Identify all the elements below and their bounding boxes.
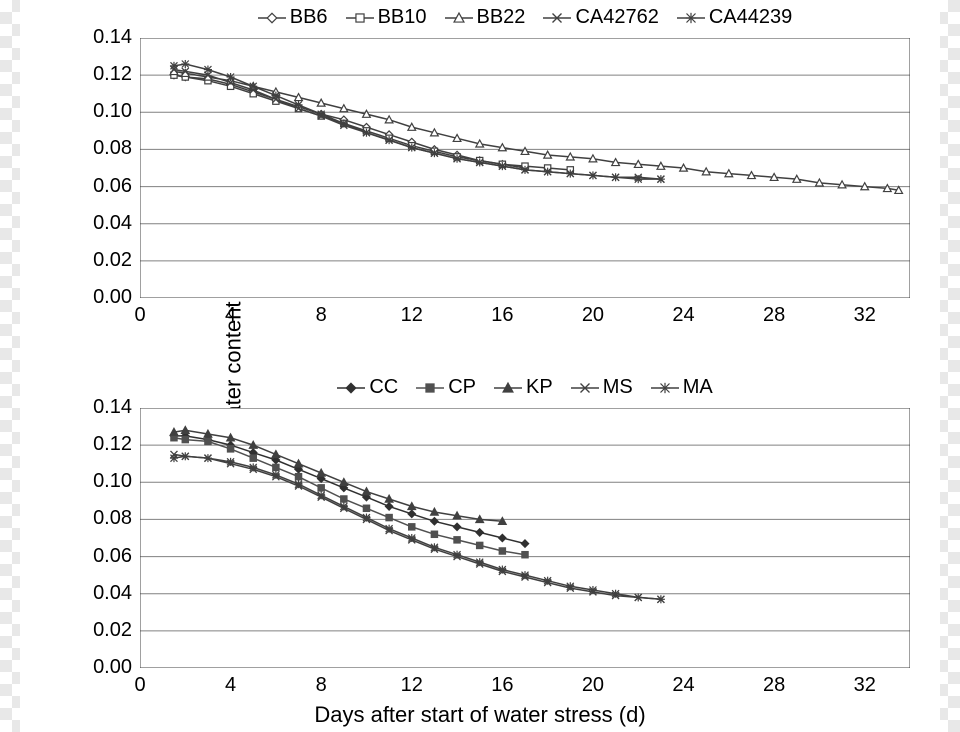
figure-container: Volumetric soil water content (cm³ cm⁻³ … [20, 0, 940, 732]
legend-panel-bottom: CC CP KP MS MA [140, 376, 910, 399]
y-tick-label: 0.14 [72, 26, 132, 49]
legend-item-label: BB6 [290, 6, 328, 29]
y-tick-label: 0.12 [72, 433, 132, 456]
legend-item: MA [651, 376, 713, 399]
x-tick-label: 8 [306, 674, 336, 697]
y-tick-label: 0.04 [72, 212, 132, 235]
y-tick-label: 0.06 [72, 175, 132, 198]
legend-panel-top: BB6 BB10 BB22 CA42762 CA44239 [140, 6, 910, 29]
x-tick-label: 32 [850, 674, 880, 697]
chart-svg [140, 38, 910, 298]
x-tick-label: 32 [850, 304, 880, 327]
x-tick-label: 4 [216, 674, 246, 697]
y-tick-label: 0.10 [72, 470, 132, 493]
legend-item: CP [416, 376, 476, 399]
x-tick-label: 20 [578, 304, 608, 327]
x-tick-label: 24 [669, 674, 699, 697]
x-tick-label: 20 [578, 674, 608, 697]
legend-item: BB6 [258, 6, 328, 29]
y-tick-label: 0.08 [72, 137, 132, 160]
legend-item: MS [571, 376, 633, 399]
chart-panel-top: 0.000.020.040.060.080.100.120.1404812162… [140, 38, 910, 298]
x-tick-label: 16 [487, 674, 517, 697]
y-tick-label: 0.12 [72, 63, 132, 86]
x-tick-label: 0 [125, 304, 155, 327]
x-tick-label: 8 [306, 304, 336, 327]
x-tick-label: 24 [669, 304, 699, 327]
chart-panel-bottom: 0.000.020.040.060.080.100.120.1404812162… [140, 408, 910, 668]
x-tick-label: 4 [216, 304, 246, 327]
legend-item: BB10 [346, 6, 427, 29]
legend-item-label: KP [526, 376, 553, 399]
legend-item: CC [337, 376, 398, 399]
x-tick-label: 12 [397, 674, 427, 697]
x-tick-label: 0 [125, 674, 155, 697]
chart-svg [140, 408, 910, 668]
x-tick-label: 28 [759, 304, 789, 327]
legend-item: CA44239 [677, 6, 792, 29]
y-tick-label: 0.08 [72, 507, 132, 530]
y-tick-label: 0.14 [72, 396, 132, 419]
legend-item-label: MA [683, 376, 713, 399]
x-tick-label: 16 [487, 304, 517, 327]
y-tick-label: 0.04 [72, 582, 132, 605]
y-tick-label: 0.10 [72, 100, 132, 123]
legend-item-label: CP [448, 376, 476, 399]
x-tick-label: 28 [759, 674, 789, 697]
x-tick-label: 12 [397, 304, 427, 327]
legend-item: BB22 [445, 6, 526, 29]
legend-item-label: BB10 [378, 6, 427, 29]
legend-item-label: CC [369, 376, 398, 399]
legend-item-label: BB22 [477, 6, 526, 29]
x-axis-label: Days after start of water stress (d) [20, 702, 940, 728]
legend-item-label: CA44239 [709, 6, 792, 29]
y-tick-label: 0.00 [72, 656, 132, 679]
y-tick-label: 0.06 [72, 545, 132, 568]
y-tick-label: 0.02 [72, 249, 132, 272]
legend-item: CA42762 [543, 6, 658, 29]
legend-item: KP [494, 376, 553, 399]
legend-item-label: MS [603, 376, 633, 399]
y-tick-label: 0.02 [72, 619, 132, 642]
y-tick-label: 0.00 [72, 286, 132, 309]
legend-item-label: CA42762 [575, 6, 658, 29]
